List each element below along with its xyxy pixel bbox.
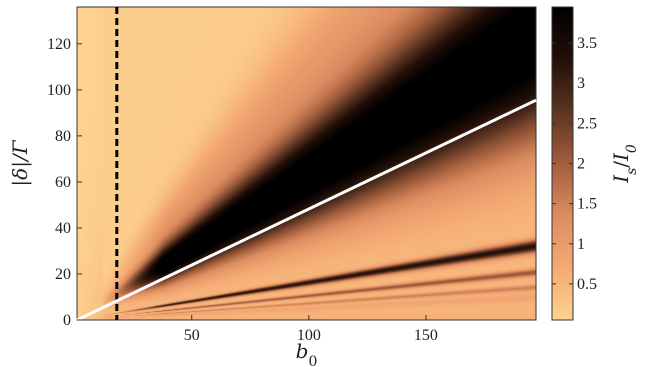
y-axis-label: |δ|/Γ	[8, 139, 33, 186]
x-tick-label: 100	[297, 327, 321, 344]
y-tick-label: 40	[55, 220, 71, 237]
colorbar-label: Is​/I0​	[609, 144, 640, 184]
x-axis-label: b0	[296, 339, 318, 367]
colorbar-ticks: 0.5 1 1.5 2 2.5 3 3.5	[552, 35, 597, 293]
colorbar-tick-label: 2	[577, 156, 585, 173]
x-tick-label: 150	[414, 327, 438, 344]
colorbar-tick-label: 2.5	[577, 115, 597, 132]
heatmap-plot	[76, 6, 537, 322]
colorbar-tick-label: 3.5	[577, 35, 597, 52]
colorbar-tick-label: 1.5	[577, 196, 597, 213]
colorbar: 0.5 1 1.5 2 2.5 3 3.5 Is​/I0​	[551, 6, 640, 321]
y-tick-label: 60	[55, 174, 71, 191]
heatmap-image	[77, 7, 536, 320]
y-tick-label: 120	[47, 36, 71, 53]
y-tick-label: 20	[55, 266, 71, 283]
x-tick-label: 50	[184, 327, 200, 344]
colorbar-tick-label: 0.5	[577, 276, 597, 293]
colorbar-tick-label: 1	[577, 236, 585, 253]
y-tick-label: 0	[63, 312, 71, 329]
y-axis-ticks: 0 20 40 60 80 100 120	[47, 36, 82, 329]
colorbar-tick-label: 3	[577, 75, 585, 92]
y-tick-label: 100	[47, 82, 71, 99]
white-diagonal-line	[76, 98, 537, 322]
y-tick-label: 80	[55, 128, 71, 145]
plot-frame	[76, 6, 537, 321]
x-axis-ticks: 50 100 150	[184, 315, 438, 344]
